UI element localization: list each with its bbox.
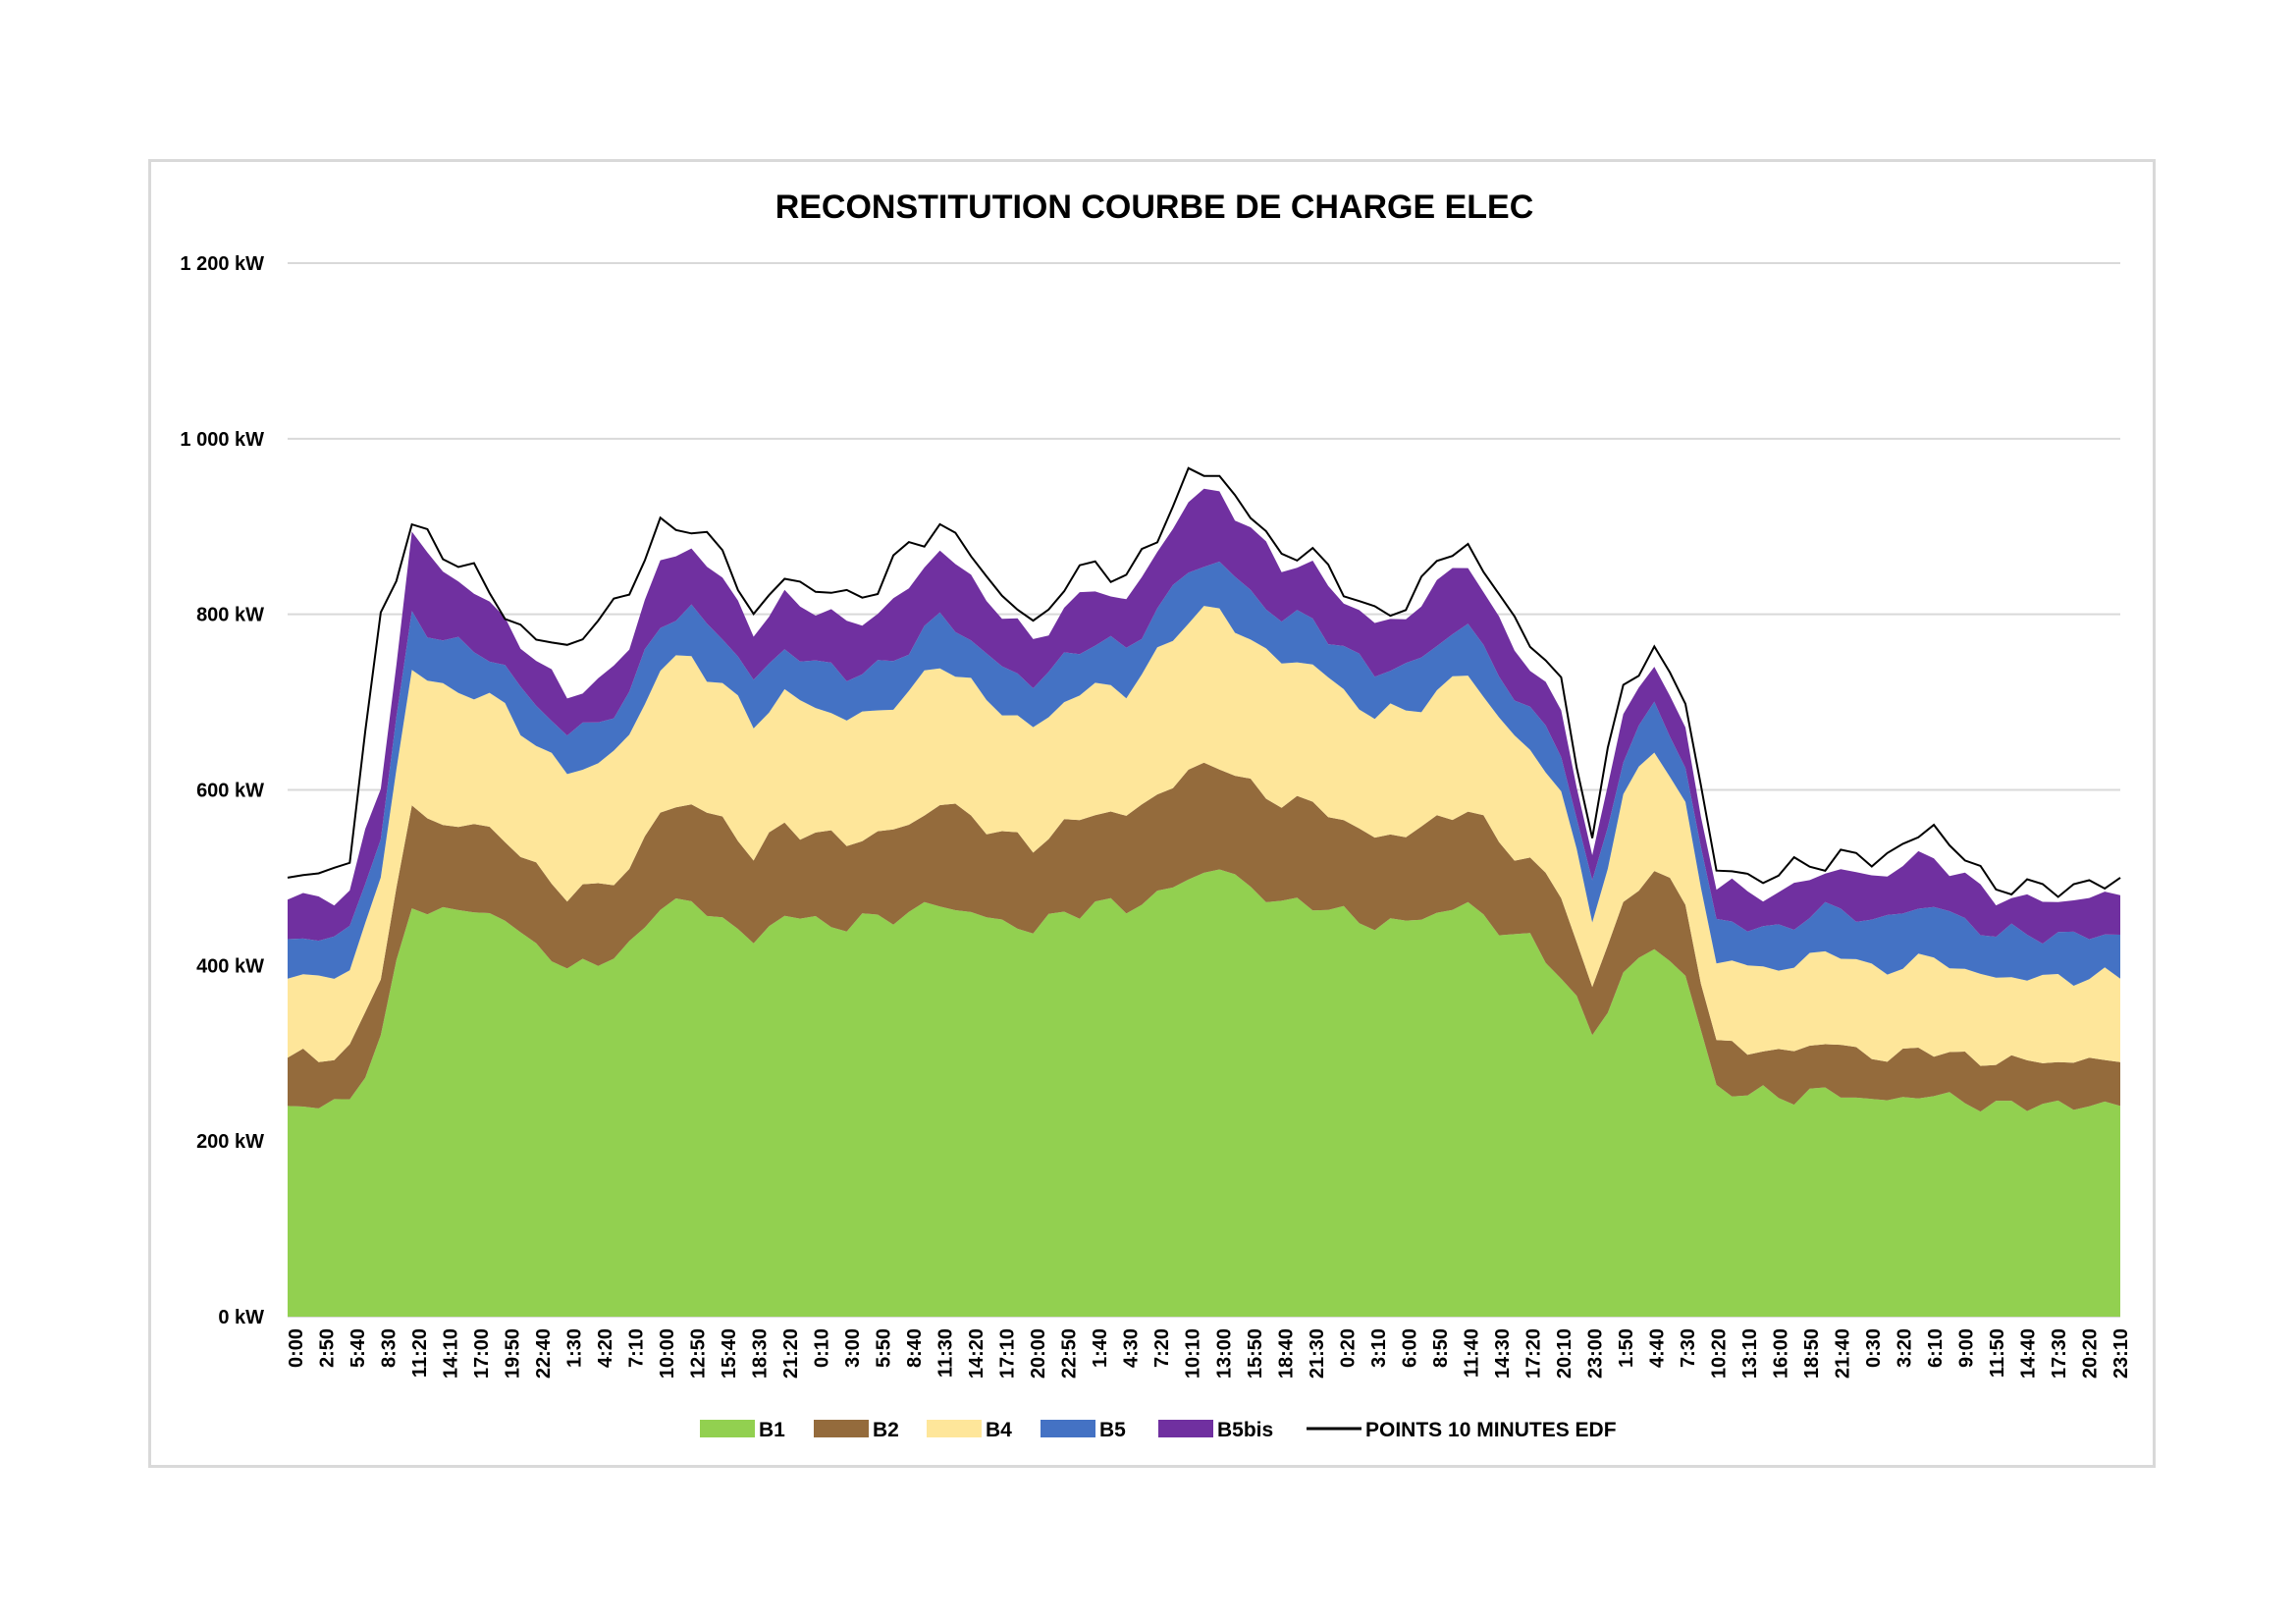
x-tick-label: 23:10: [2110, 1328, 2132, 1379]
area-b5bis: [288, 488, 2120, 945]
x-tick-label: 1:40: [1090, 1328, 1111, 1368]
x-tick-label: 22:50: [1059, 1328, 1081, 1379]
legend-label: POINTS 10 MINUTES EDF: [1365, 1419, 1617, 1441]
line-points-10-minutes-edf: [287, 466, 2121, 898]
legend-swatch-b5: [1041, 1420, 1095, 1437]
x-tick-label: 16:00: [1770, 1328, 1791, 1379]
x-tick-label: 7:10: [626, 1328, 648, 1368]
x-tick-label: 14:40: [2017, 1328, 2039, 1379]
x-tick-label: 18:50: [1801, 1328, 1823, 1379]
stacked-areas: [288, 488, 2120, 1317]
x-tick-label: 3:20: [1894, 1328, 1915, 1368]
x-tick-label: 14:20: [966, 1328, 988, 1379]
x-tick-label: 6:10: [1925, 1328, 1947, 1368]
x-tick-label: 0:10: [812, 1328, 833, 1368]
legend-label: B1: [759, 1419, 785, 1441]
legend-label: B5: [1099, 1419, 1126, 1441]
chart-title: RECONSTITUTION COURBE DE CHARGE ELEC: [775, 189, 1534, 226]
x-tick-label: 18:30: [750, 1328, 772, 1379]
x-tick-label: 4:30: [1121, 1328, 1143, 1368]
x-tick-label: 13:00: [1213, 1328, 1235, 1379]
x-axis-ticks: 0:00 2:50 5:40 8:30 11:20 14:10 17:00 19:50 22:4…: [286, 1328, 2132, 1379]
x-tick-label: 22:40: [533, 1328, 555, 1379]
x-tick-label: 17:20: [1522, 1328, 1544, 1379]
chart-svg: RECONSTITUTION COURBE DE CHARGE ELEC 0 k…: [180, 189, 2132, 1441]
x-tick-label: 21:30: [1307, 1328, 1328, 1379]
x-tick-label: 17:30: [2049, 1328, 2070, 1379]
x-tick-label: 0:20: [1337, 1328, 1359, 1368]
x-tick-label: 4:20: [595, 1328, 616, 1368]
legend-swatch-b4: [927, 1420, 982, 1437]
x-tick-label: 3:00: [842, 1328, 864, 1368]
x-tick-label: 13:10: [1739, 1328, 1761, 1379]
x-tick-label: 7:30: [1678, 1328, 1699, 1368]
x-tick-label: 5:40: [347, 1328, 369, 1368]
x-tick-label: 8:50: [1430, 1328, 1452, 1368]
y-tick-label: 600 kW: [196, 781, 264, 802]
legend-swatch-b1: [700, 1420, 755, 1437]
x-tick-label: 17:00: [471, 1328, 493, 1379]
x-tick-label: 7:20: [1151, 1328, 1173, 1368]
x-tick-label: 1:30: [564, 1328, 586, 1368]
x-tick-label: 0:00: [286, 1328, 307, 1368]
x-tick-label: 14:10: [441, 1328, 462, 1379]
area-b5: [288, 562, 2120, 986]
x-tick-label: 10:10: [1183, 1328, 1204, 1379]
x-tick-label: 5:50: [874, 1328, 895, 1368]
y-tick-label: 1 000 kW: [180, 429, 264, 451]
x-tick-label: 11:30: [935, 1328, 957, 1378]
x-tick-label: 8:40: [904, 1328, 926, 1368]
x-tick-label: 0:30: [1863, 1328, 1885, 1368]
x-tick-label: 1:50: [1616, 1328, 1637, 1368]
x-tick-label: 19:50: [503, 1328, 524, 1379]
x-tick-label: 14:30: [1492, 1328, 1514, 1379]
y-tick-label: 1 200 kW: [180, 253, 264, 275]
x-tick-label: 21:40: [1832, 1328, 1853, 1379]
area-b4: [288, 606, 2120, 1066]
legend-label: B4: [986, 1419, 1012, 1441]
x-tick-label: 11:40: [1461, 1328, 1482, 1378]
area-b2: [288, 762, 2120, 1112]
x-tick-label: 23:00: [1584, 1328, 1606, 1379]
x-tick-label: 10:00: [657, 1328, 678, 1379]
x-tick-label: 15:50: [1245, 1328, 1266, 1379]
x-tick-label: 9:00: [1955, 1328, 1977, 1368]
x-tick-label: 21:20: [780, 1328, 802, 1379]
x-tick-label: 11:20: [409, 1328, 431, 1378]
chart-frame: RECONSTITUTION COURBE DE CHARGE ELEC 0 k…: [148, 159, 2156, 1468]
x-tick-label: 20:10: [1554, 1328, 1575, 1379]
y-tick-label: 0 kW: [218, 1307, 264, 1328]
legend-swatch-b5bis: [1158, 1420, 1213, 1437]
legend: B1 B2 B4 B5 B5bis POINTS 10 MINUTES EDF: [700, 1419, 1617, 1441]
legend-label: B5bis: [1217, 1419, 1273, 1441]
legend-label: B2: [873, 1419, 899, 1441]
y-tick-label: 200 kW: [196, 1131, 264, 1153]
x-tick-label: 12:50: [688, 1328, 710, 1379]
x-tick-label: 11:50: [1987, 1328, 2008, 1378]
y-axis-ticks: 0 kW 200 kW 400 kW 600 kW 800 kW 1 000 kW 1 20…: [180, 253, 264, 1328]
x-tick-label: 17:10: [997, 1328, 1019, 1379]
x-tick-label: 15:40: [719, 1328, 740, 1379]
edf-line: [287, 466, 2121, 898]
x-tick-label: 20:00: [1028, 1328, 1049, 1379]
x-tick-label: 20:20: [2079, 1328, 2101, 1379]
y-tick-label: 800 kW: [196, 605, 264, 626]
x-tick-label: 6:00: [1399, 1328, 1420, 1368]
x-tick-label: 4:40: [1646, 1328, 1668, 1368]
area-b1: [288, 869, 2120, 1317]
y-tick-label: 400 kW: [196, 955, 264, 977]
x-tick-label: 2:50: [317, 1328, 339, 1368]
x-tick-label: 3:10: [1368, 1328, 1390, 1368]
legend-swatch-b2: [814, 1420, 869, 1437]
x-tick-label: 10:20: [1708, 1328, 1730, 1379]
x-tick-label: 8:30: [379, 1328, 400, 1368]
x-tick-label: 18:40: [1275, 1328, 1297, 1379]
